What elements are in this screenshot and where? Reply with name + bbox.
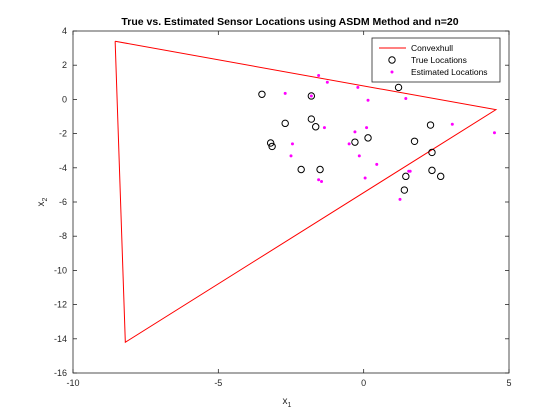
y-tick-label: -10 — [54, 265, 67, 275]
true-location-point — [281, 119, 289, 128]
estimated-location-point — [322, 126, 326, 130]
true-location-point — [436, 172, 445, 181]
y-tick-label: 0 — [62, 94, 67, 104]
legend-true-locations-label: True Locations — [411, 55, 467, 65]
estimated-location-point — [289, 154, 293, 158]
estimated-location-point — [375, 162, 379, 166]
true-location-point — [410, 137, 419, 145]
x-tick-label: -5 — [214, 378, 222, 388]
true-location-point — [297, 165, 305, 174]
true-location-point — [307, 92, 316, 100]
true-location-point — [307, 115, 316, 123]
series-layer — [114, 40, 498, 344]
axes-box — [72, 30, 510, 374]
y-tick-label: -4 — [59, 163, 67, 173]
estimated-location-point — [492, 131, 496, 135]
estimated-location-point — [366, 98, 370, 102]
y-axis-label: x2 — [36, 197, 49, 206]
true-location-point — [258, 90, 266, 98]
legend-true-locations-swatch — [388, 56, 396, 64]
convexhull-line — [114, 40, 498, 344]
estimated-location-point — [325, 80, 329, 84]
true-location-point — [402, 172, 410, 181]
estimated-location-point — [283, 91, 287, 95]
x-axis-label: x1 — [283, 396, 292, 409]
x-tick-label: 5 — [506, 378, 511, 388]
true-location-point — [351, 138, 359, 146]
y-tick-label: -8 — [59, 231, 67, 241]
estimated-location-point — [363, 176, 367, 180]
estimated-location-point — [347, 142, 351, 146]
y-tick-label: -16 — [54, 368, 67, 378]
chart-title: True vs. Estimated Sensor Locations usin… — [121, 16, 458, 28]
legend-estimated-locations-label: Estimated Locations — [411, 67, 488, 77]
estimated-location-point — [365, 126, 369, 130]
estimated-location-point — [357, 154, 361, 158]
true-location-point — [316, 165, 324, 174]
true-location-point — [400, 186, 409, 194]
y-tick-label: -2 — [59, 129, 67, 139]
estimated-location-point — [450, 122, 454, 126]
estimated-location-point — [408, 169, 412, 173]
true-location-point — [394, 83, 403, 92]
y-tick-label: -6 — [59, 197, 67, 207]
true-location-point — [312, 123, 320, 131]
true-location-point — [266, 139, 275, 147]
estimated-location-point — [317, 73, 321, 77]
true-location-point — [364, 134, 372, 142]
y-tick-label: 4 — [62, 26, 67, 36]
legend-box — [371, 37, 501, 83]
true-location-point — [428, 148, 436, 157]
estimated-location-point — [317, 178, 321, 182]
true-location-point — [428, 166, 436, 175]
x-tick-label: -10 — [66, 378, 79, 388]
estimated-location-point — [320, 179, 324, 183]
y-tick-label: -12 — [54, 300, 67, 310]
estimated-location-point — [353, 130, 357, 134]
y-tick-label: -14 — [54, 334, 67, 344]
plot-area — [72, 30, 510, 374]
estimated-location-point — [309, 94, 313, 98]
legend-convexhull-label: Convexhull — [411, 43, 453, 53]
legend-estimated-locations-swatch — [390, 70, 394, 74]
estimated-location-point — [290, 142, 294, 146]
legend: Convexhull True Locations Estimated Loca… — [371, 37, 501, 83]
y-tick-label: 2 — [62, 60, 67, 70]
y-axis-ticks: -16 -14 -12 -10 -8 -6 -4 -2 0 2 4 — [54, 26, 509, 378]
x-tick-label: 0 — [361, 378, 366, 388]
estimated-location-point — [356, 85, 360, 89]
estimated-location-point — [404, 97, 408, 101]
estimated-location-point — [398, 197, 402, 201]
x-axis-ticks: -10 -5 0 5 — [66, 31, 512, 388]
true-location-point — [268, 142, 276, 151]
true-location-point — [426, 121, 435, 129]
